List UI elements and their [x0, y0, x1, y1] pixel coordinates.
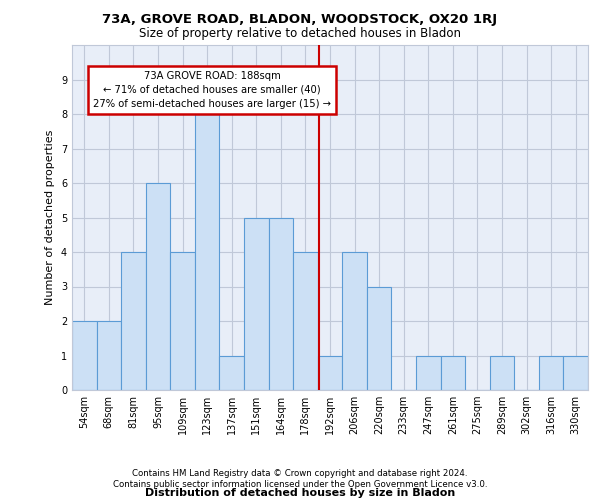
Bar [342, 252, 367, 390]
Bar [293, 252, 318, 390]
Text: Size of property relative to detached houses in Bladon: Size of property relative to detached ho… [139, 28, 461, 40]
Bar [490, 356, 514, 390]
Y-axis label: Number of detached properties: Number of detached properties [46, 130, 55, 305]
Bar [146, 183, 170, 390]
Text: 73A, GROVE ROAD, BLADON, WOODSTOCK, OX20 1RJ: 73A, GROVE ROAD, BLADON, WOODSTOCK, OX20… [103, 12, 497, 26]
Bar [269, 218, 293, 390]
Text: Contains public sector information licensed under the Open Government Licence v3: Contains public sector information licen… [113, 480, 487, 489]
Bar [318, 356, 342, 390]
Bar [170, 252, 195, 390]
Bar [220, 356, 244, 390]
Bar [121, 252, 146, 390]
Text: Distribution of detached houses by size in Bladon: Distribution of detached houses by size … [145, 488, 455, 498]
Text: 73A GROVE ROAD: 188sqm
← 71% of detached houses are smaller (40)
27% of semi-det: 73A GROVE ROAD: 188sqm ← 71% of detached… [93, 71, 331, 109]
Text: Contains HM Land Registry data © Crown copyright and database right 2024.: Contains HM Land Registry data © Crown c… [132, 468, 468, 477]
Bar [72, 321, 97, 390]
Bar [416, 356, 440, 390]
Bar [563, 356, 588, 390]
Bar [195, 114, 220, 390]
Bar [244, 218, 269, 390]
Bar [539, 356, 563, 390]
Bar [367, 286, 391, 390]
Bar [440, 356, 465, 390]
Bar [97, 321, 121, 390]
